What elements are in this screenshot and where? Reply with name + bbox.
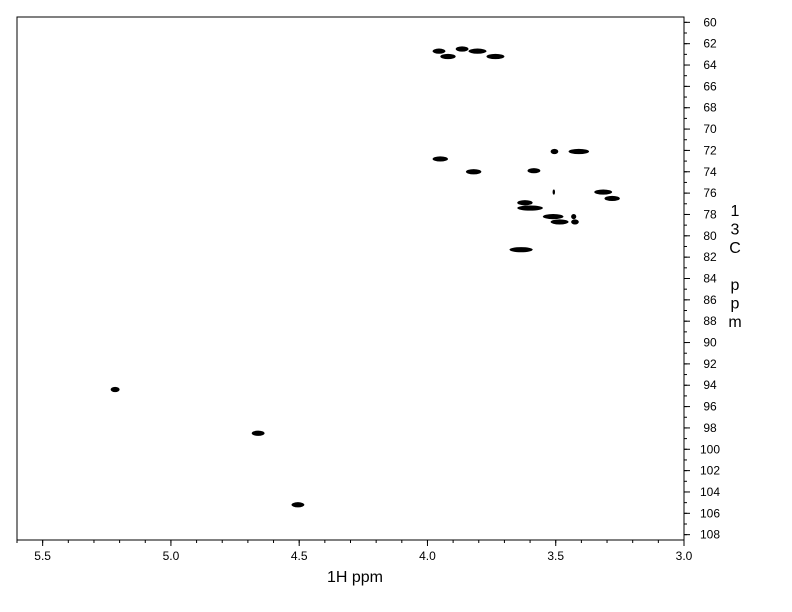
y-tick-label: 94	[703, 378, 717, 392]
cross-peak	[509, 247, 533, 253]
y-tick-label: 60	[703, 15, 717, 29]
cross-peak	[432, 156, 448, 162]
y-tick-label: 96	[703, 400, 717, 414]
cross-peak	[527, 168, 541, 174]
y-axis-title-char: p	[731, 296, 740, 313]
cross-peak	[455, 46, 469, 52]
peaks-layer	[110, 46, 620, 508]
y-axis-title-char: 1	[731, 203, 740, 220]
y-tick-label: 62	[703, 37, 717, 51]
y-tick-label: 98	[703, 421, 717, 435]
cross-peak	[552, 189, 556, 195]
y-tick-label: 88	[703, 314, 717, 328]
cross-peak	[571, 219, 579, 225]
plot-frame	[16, 16, 685, 541]
cross-peak	[550, 219, 569, 225]
cross-peak	[486, 53, 505, 60]
cross-peak	[517, 205, 543, 211]
cross-peak	[291, 502, 305, 508]
cross-peak	[604, 195, 620, 202]
y-tick-label: 104	[700, 485, 720, 499]
x-tick-label: 3.0	[676, 549, 693, 563]
y-tick-label: 90	[703, 336, 717, 350]
y-axis: 60 62 64 66 68 70 72 74 76 78 80 82 84 86 88 90 92 94 96 98…	[684, 15, 720, 542]
x-tick-label: 4.0	[419, 549, 436, 563]
cross-peak	[594, 189, 613, 195]
y-tick-label: 108	[700, 528, 720, 542]
cross-peak	[550, 148, 559, 155]
y-tick-label: 106	[700, 506, 720, 520]
y-tick-label: 64	[703, 58, 717, 72]
cross-peak	[517, 200, 533, 206]
y-axis-title-char: C	[729, 240, 741, 257]
cross-peak	[440, 53, 456, 60]
cross-peak	[465, 169, 482, 175]
y-tick-label: 82	[703, 250, 717, 264]
y-tick-label: 78	[703, 207, 717, 221]
y-tick-label: 68	[703, 101, 717, 115]
cross-peak	[571, 213, 577, 220]
cross-peak	[432, 48, 446, 54]
y-tick-label: 76	[703, 186, 717, 200]
x-tick-label: 3.5	[547, 549, 564, 563]
y-tick-label: 86	[703, 293, 717, 307]
x-tick-label: 5.5	[34, 549, 51, 563]
y-axis-title-char: 3	[731, 222, 740, 239]
x-axis: 5.5 5.0 4.5 4.0 3.5 3.0	[16, 540, 693, 563]
cross-peak	[110, 386, 120, 393]
y-tick-label: 70	[703, 122, 717, 136]
y-tick-label: 100	[700, 442, 720, 456]
cross-peak	[568, 148, 590, 155]
y-tick-label: 92	[703, 357, 717, 371]
y-axis-title-char: p	[731, 277, 740, 294]
y-tick-label: 74	[703, 165, 717, 179]
y-tick-label: 72	[703, 143, 717, 157]
y-tick-label: 80	[703, 229, 717, 243]
cross-peak	[468, 48, 487, 54]
x-axis-title: 1H ppm	[327, 569, 383, 586]
y-axis-title-char: m	[728, 314, 741, 331]
x-tick-label: 4.5	[291, 549, 308, 563]
y-tick-label: 84	[703, 272, 717, 286]
y-tick-label: 102	[700, 464, 720, 478]
cross-peak	[542, 213, 564, 220]
cross-peak	[251, 430, 265, 436]
x-tick-label: 5.0	[163, 549, 180, 563]
y-tick-label: 66	[703, 79, 717, 93]
